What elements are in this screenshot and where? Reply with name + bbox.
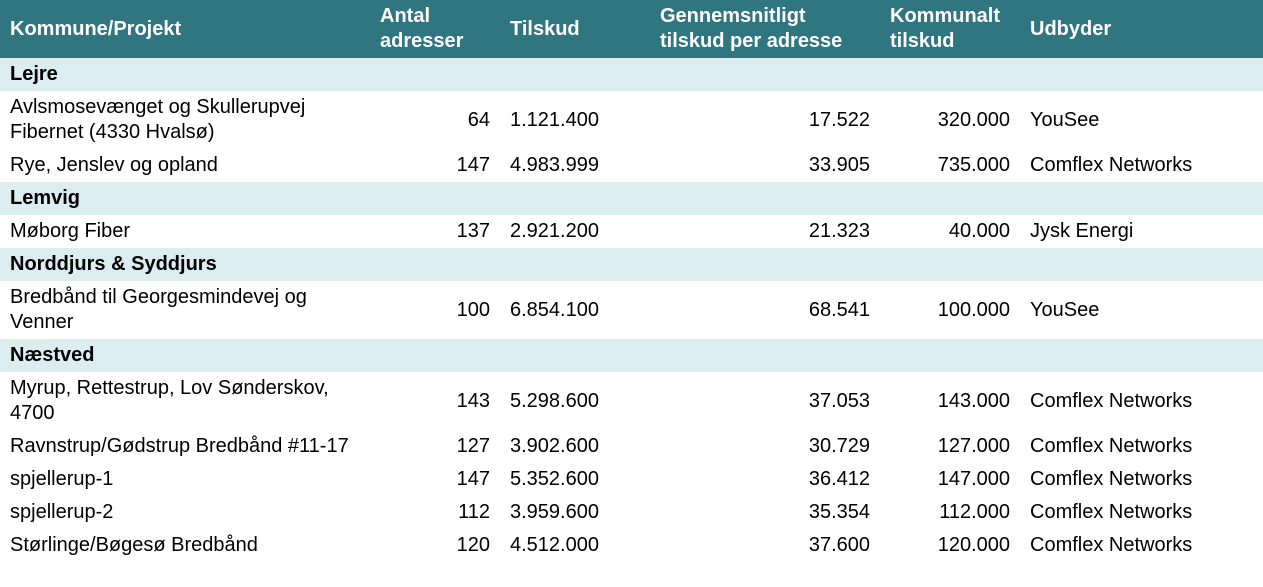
table-row: Rye, Jenslev og opland1474.983.99933.905… [0, 149, 1263, 182]
col-header-tilskud: Tilskud [500, 0, 650, 58]
table-row: spjellerup-11475.352.60036.412147.000Com… [0, 463, 1263, 496]
cell-tilskud: 4.512.000 [500, 529, 650, 562]
group-name: Lemvig [0, 182, 1263, 215]
cell-projekt: spjellerup-2 [0, 496, 370, 529]
table-row: Myrup, Rettestrup, Lov Sønderskov, 47001… [0, 372, 1263, 430]
header-row: Kommune/Projekt Antal adresser Tilskud G… [0, 0, 1263, 58]
group-name: Næstved [0, 339, 1263, 372]
cell-kommunalt: 735.000 [880, 149, 1020, 182]
cell-per_addr: 17.522 [650, 91, 880, 149]
cell-antal: 137 [370, 215, 500, 248]
cell-projekt: Myrup, Rettestrup, Lov Sønderskov, 4700 [0, 372, 370, 430]
cell-per_addr: 37.053 [650, 372, 880, 430]
table-row: Ravnstrup/Gødstrup Bredbånd #11-171273.9… [0, 430, 1263, 463]
group-row: Norddjurs & Syddjurs [0, 248, 1263, 281]
group-row: Næstved [0, 339, 1263, 372]
cell-per_addr: 33.905 [650, 149, 880, 182]
cell-projekt: spjellerup-1 [0, 463, 370, 496]
cell-per_addr: 30.729 [650, 430, 880, 463]
cell-udbyder: Comflex Networks [1020, 430, 1263, 463]
cell-per_addr: 35.354 [650, 496, 880, 529]
cell-tilskud: 5.352.600 [500, 463, 650, 496]
col-header-projekt: Kommune/Projekt [0, 0, 370, 58]
cell-kommunalt: 112.000 [880, 496, 1020, 529]
cell-udbyder: Comflex Networks [1020, 149, 1263, 182]
cell-tilskud: 6.854.100 [500, 281, 650, 339]
group-row: Lejre [0, 58, 1263, 91]
group-name: Norddjurs & Syddjurs [0, 248, 1263, 281]
cell-kommunalt: 320.000 [880, 91, 1020, 149]
cell-projekt: Størlinge/Bøgesø Bredbånd [0, 529, 370, 562]
cell-antal: 147 [370, 463, 500, 496]
cell-antal: 120 [370, 529, 500, 562]
cell-projekt: Ravnstrup/Gødstrup Bredbånd #11-17 [0, 430, 370, 463]
cell-kommunalt: 100.000 [880, 281, 1020, 339]
cell-per_addr: 37.600 [650, 529, 880, 562]
cell-antal: 127 [370, 430, 500, 463]
table-head: Kommune/Projekt Antal adresser Tilskud G… [0, 0, 1263, 58]
table-row: Bredbånd til Georgesmindevej og Venner10… [0, 281, 1263, 339]
table-row: spjellerup-21123.959.60035.354112.000Com… [0, 496, 1263, 529]
group-name: Lejre [0, 58, 1263, 91]
col-header-per-addr: Gennemsnitligt tilskud per adresse [650, 0, 880, 58]
cell-kommunalt: 147.000 [880, 463, 1020, 496]
col-header-kommunalt: Kommunalt tilskud [880, 0, 1020, 58]
cell-antal: 100 [370, 281, 500, 339]
cell-udbyder: Jysk Energi [1020, 215, 1263, 248]
cell-kommunalt: 120.000 [880, 529, 1020, 562]
group-row: Lemvig [0, 182, 1263, 215]
table-row: Størlinge/Bøgesø Bredbånd1204.512.00037.… [0, 529, 1263, 562]
table-row: Avlsmosevænget og Skullerupvej Fibernet … [0, 91, 1263, 149]
cell-projekt: Avlsmosevænget og Skullerupvej Fibernet … [0, 91, 370, 149]
cell-tilskud: 4.983.999 [500, 149, 650, 182]
cell-antal: 112 [370, 496, 500, 529]
table-body: LejreAvlsmosevænget og Skullerupvej Fibe… [0, 58, 1263, 562]
cell-udbyder: YouSee [1020, 91, 1263, 149]
subsidy-table: Kommune/Projekt Antal adresser Tilskud G… [0, 0, 1263, 562]
cell-udbyder: YouSee [1020, 281, 1263, 339]
cell-tilskud: 3.902.600 [500, 430, 650, 463]
cell-kommunalt: 40.000 [880, 215, 1020, 248]
cell-antal: 143 [370, 372, 500, 430]
cell-tilskud: 1.121.400 [500, 91, 650, 149]
cell-udbyder: Comflex Networks [1020, 463, 1263, 496]
cell-kommunalt: 143.000 [880, 372, 1020, 430]
cell-per_addr: 68.541 [650, 281, 880, 339]
cell-projekt: Rye, Jenslev og opland [0, 149, 370, 182]
cell-antal: 147 [370, 149, 500, 182]
cell-udbyder: Comflex Networks [1020, 496, 1263, 529]
table-row: Møborg Fiber1372.921.20021.32340.000Jysk… [0, 215, 1263, 248]
col-header-udbyder: Udbyder [1020, 0, 1263, 58]
cell-tilskud: 2.921.200 [500, 215, 650, 248]
cell-per_addr: 36.412 [650, 463, 880, 496]
cell-udbyder: Comflex Networks [1020, 529, 1263, 562]
cell-projekt: Bredbånd til Georgesmindevej og Venner [0, 281, 370, 339]
cell-tilskud: 3.959.600 [500, 496, 650, 529]
cell-kommunalt: 127.000 [880, 430, 1020, 463]
cell-antal: 64 [370, 91, 500, 149]
col-header-antal: Antal adresser [370, 0, 500, 58]
cell-tilskud: 5.298.600 [500, 372, 650, 430]
cell-projekt: Møborg Fiber [0, 215, 370, 248]
cell-udbyder: Comflex Networks [1020, 372, 1263, 430]
cell-per_addr: 21.323 [650, 215, 880, 248]
